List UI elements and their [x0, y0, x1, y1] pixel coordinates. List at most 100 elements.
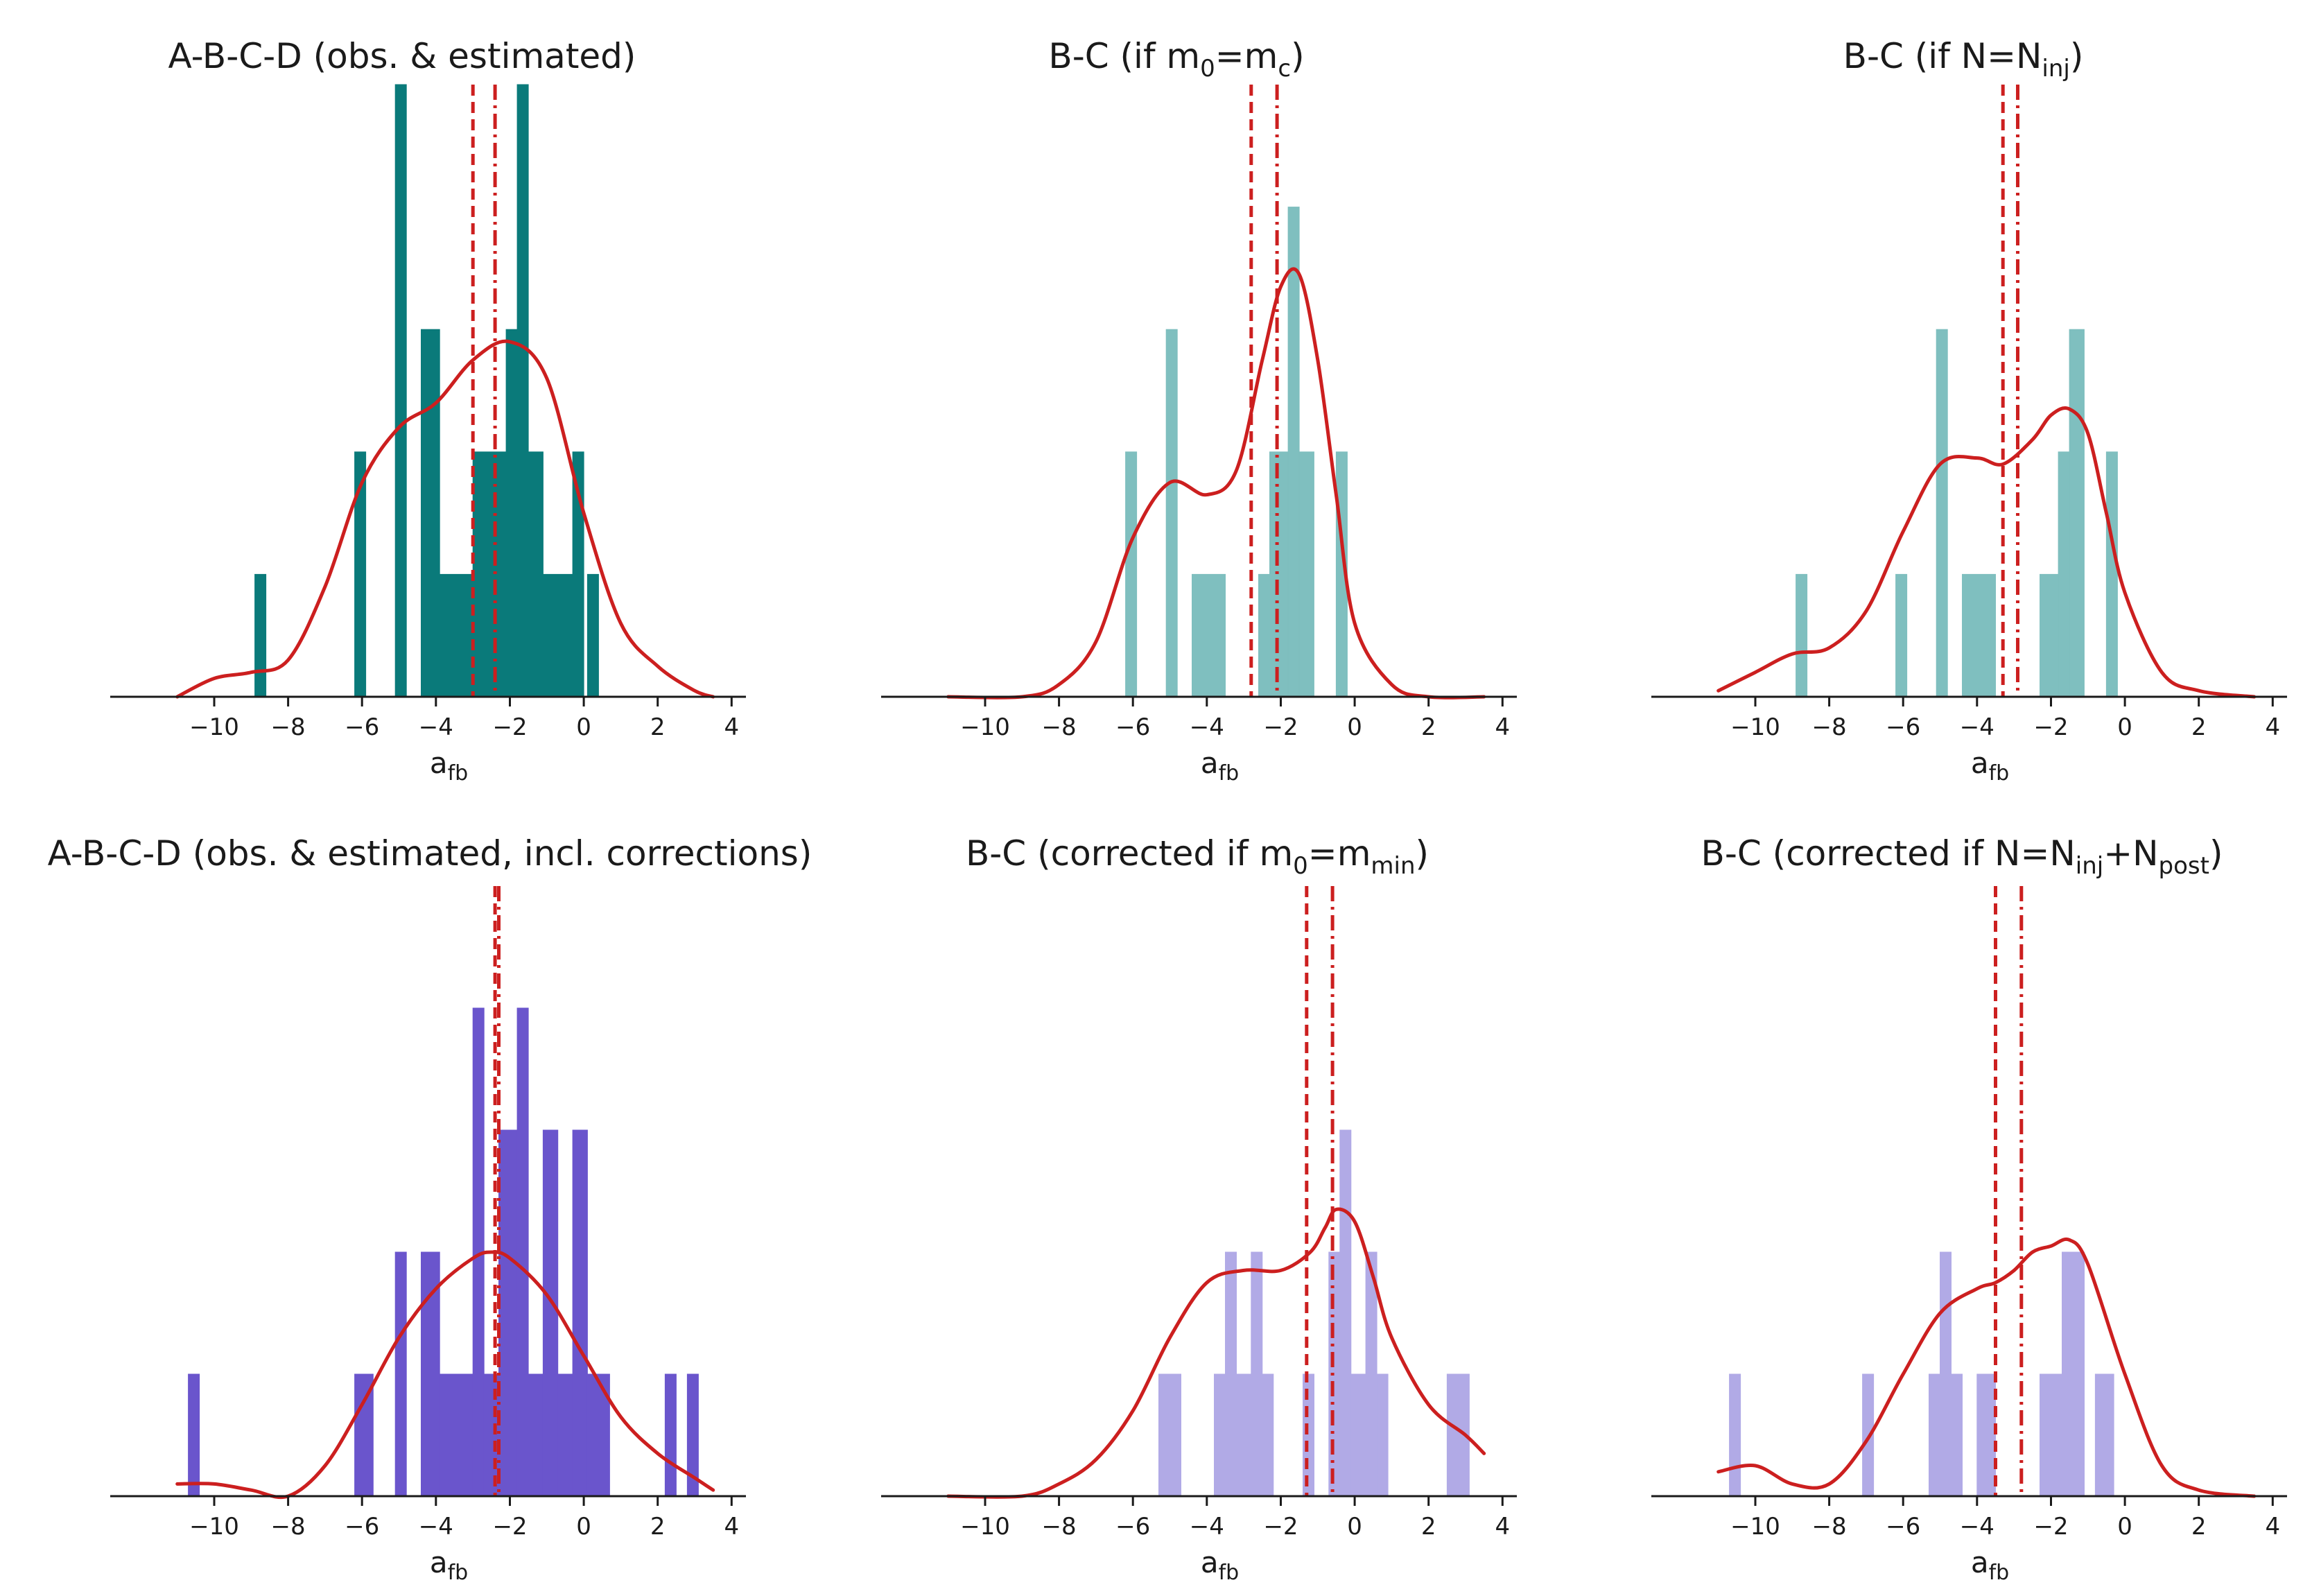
- panel-2-title-prefix: B-C (if m: [1048, 36, 1200, 76]
- x-tick-label: 2: [2191, 1513, 2207, 1541]
- panel-5: −10 −8 −6 −4 −2 0 2 4 afb: [881, 886, 1517, 1585]
- panel-6-title-sub-post: post: [2159, 852, 2209, 880]
- histogram-bar: [1262, 1373, 1274, 1497]
- x-tick-label: −6: [1886, 713, 1920, 741]
- x-tick-label: −2: [492, 713, 527, 741]
- x-tick-label: 4: [724, 1513, 739, 1541]
- histogram-bar: [394, 84, 407, 697]
- histogram-bar: [2069, 329, 2085, 697]
- histogram-bar: [498, 1129, 518, 1497]
- histogram-bar: [2094, 1373, 2114, 1497]
- x-tick-label: 0: [576, 1513, 591, 1541]
- x-axis-label: afb: [430, 746, 468, 786]
- histogram-bar: [572, 1129, 588, 1497]
- panel-2-title-close: ): [1291, 36, 1305, 76]
- x-tick-label: −2: [2033, 1513, 2068, 1541]
- kde-curve: [946, 1207, 1486, 1499]
- histogram-bar: [1258, 573, 1270, 697]
- x-tick-label: 4: [2265, 1513, 2280, 1541]
- histogram-bar: [542, 573, 573, 697]
- panel-1-title: A-B-C-D (obs. & estimated): [168, 36, 636, 76]
- x-tick-label: −6: [345, 713, 379, 741]
- histogram-bar: [586, 573, 599, 697]
- panel-3-title-prefix: B-C (if N=N: [1843, 36, 2042, 76]
- histogram-bar: [1962, 573, 1996, 697]
- panel-5-title-close: ): [1416, 833, 1429, 874]
- histogram-bar: [1214, 1373, 1226, 1497]
- panel-6-title-prefix: B-C (corrected if N=N: [1701, 833, 2076, 874]
- histogram-bar: [664, 1373, 677, 1497]
- x-tick-label: 4: [1495, 1513, 1510, 1541]
- histogram-bar: [542, 1129, 559, 1497]
- histogram-bar: [1303, 1373, 1314, 1497]
- x-tick-label: 2: [650, 1513, 666, 1541]
- histogram-bar: [1192, 573, 1226, 697]
- panel-1: −10 −8 −6 −4 −2 0 2 4 afb: [110, 84, 746, 786]
- x-tick-label: −6: [1886, 1513, 1920, 1541]
- histogram-bar: [2062, 1251, 2085, 1497]
- histogram-bar: [516, 84, 529, 697]
- histogram-bar: [1376, 1373, 1389, 1497]
- x-tick-label: 4: [2265, 713, 2280, 741]
- x-tick-label: −2: [492, 1513, 527, 1541]
- histogram-bar: [1225, 1251, 1237, 1497]
- x-tick-label: −4: [419, 713, 453, 741]
- x-tick-label: −2: [1263, 713, 1298, 741]
- histogram-bar: [1298, 451, 1314, 697]
- x-tick-label: 4: [724, 713, 739, 741]
- x-tick-label: −10: [960, 713, 1010, 741]
- x-axis-label: afb: [1201, 746, 1239, 786]
- panel-2-title-eq: =m: [1215, 36, 1278, 76]
- x-tick-label: 0: [576, 713, 591, 741]
- panel-2-title-sub-0: 0: [1200, 55, 1215, 83]
- x-tick-label: −8: [1042, 713, 1077, 741]
- histogram-bar: [2105, 451, 2118, 697]
- histogram-bar: [472, 451, 507, 697]
- x-tick-label: −6: [1115, 1513, 1150, 1541]
- plots-layer: −10 −8 −6 −4 −2 0 2 4 afb −10 −8 −6 −4 −2 0 2 4 afb −10 −8 −…: [110, 84, 2287, 1585]
- histogram-bar: [1729, 1373, 1741, 1497]
- panel-2: −10 −8 −6 −4 −2 0 2 4 afb: [881, 85, 1517, 786]
- x-tick-label: 2: [1421, 1513, 1436, 1541]
- histogram-bar: [1269, 451, 1289, 697]
- x-tick-label: −8: [271, 713, 306, 741]
- panel-5-title-sub-0: 0: [1293, 852, 1308, 880]
- histogram-bar: [1929, 1373, 1940, 1497]
- histogram-bar: [1796, 573, 1808, 697]
- histogram-bar: [1936, 329, 1948, 697]
- x-axis-label: afb: [1971, 746, 2009, 786]
- x-tick-label: −10: [1730, 713, 1780, 741]
- x-tick-label: −4: [1190, 1513, 1224, 1541]
- panel-3-title-close: ): [2070, 36, 2084, 76]
- panel-2-title-sub-c: c: [1278, 55, 1291, 83]
- histogram-bar: [2040, 1373, 2062, 1497]
- x-tick-label: 0: [1347, 1513, 1362, 1541]
- histogram-bar: [1287, 207, 1300, 697]
- panel-5-title: B-C (corrected if m0=mmin): [966, 833, 1429, 880]
- histogram-bar: [528, 1373, 544, 1497]
- panel-3-title-sub-inj: inj: [2042, 55, 2069, 83]
- x-tick-label: −8: [1042, 1513, 1077, 1541]
- panel-4: −10 −8 −6 −4 −2 0 2 4 afb: [110, 886, 746, 1585]
- x-tick-label: −10: [1730, 1513, 1780, 1541]
- histogram-bar: [505, 329, 518, 697]
- panel-6: −10 −8 −6 −4 −2 0 2 4 afb: [1651, 886, 2287, 1585]
- x-tick-label: 0: [1347, 713, 1362, 741]
- histogram-bar: [421, 329, 440, 697]
- histogram-bar: [528, 451, 544, 697]
- panel-4-title: A-B-C-D (obs. & estimated, incl. correct…: [48, 833, 812, 874]
- x-tick-label: −4: [1960, 713, 1994, 741]
- x-tick-label: −2: [1263, 1513, 1298, 1541]
- histogram-bar: [1976, 1373, 1997, 1497]
- histogram-bar: [439, 573, 473, 697]
- histogram-bar: [1251, 1251, 1263, 1497]
- panel-5-title-eq: =m: [1308, 833, 1371, 874]
- histogram-bar: [1236, 1373, 1252, 1497]
- histogram-bar: [439, 1373, 473, 1497]
- histogram-bar: [1895, 573, 1908, 697]
- kde-curve: [1716, 406, 2257, 699]
- panel-5-title-prefix: B-C (corrected if m: [966, 833, 1293, 874]
- x-tick-label: −6: [345, 1513, 379, 1541]
